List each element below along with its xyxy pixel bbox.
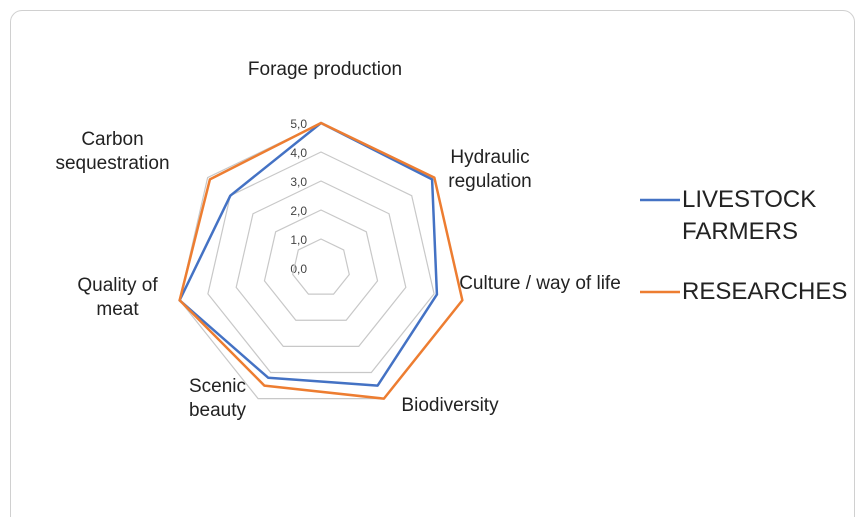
axis-label: Carbon sequestration: [55, 129, 170, 174]
legend-label: RESEARCHES: [682, 278, 848, 305]
chart-card: [10, 10, 855, 517]
grid-ring: [292, 238, 350, 295]
r-tick-label: 4,0: [290, 146, 307, 160]
grid-ring: [178, 122, 464, 400]
grid-ring: [207, 151, 435, 374]
axis-label: Quality of meat: [77, 275, 158, 320]
r-tick-label: 3,0: [290, 175, 307, 189]
r-tick-label: 5,0: [290, 117, 307, 131]
r-tick-label: 2,0: [290, 204, 307, 218]
axis-label: Biodiversity: [401, 395, 499, 416]
axis-label: Hydraulic regulation: [448, 147, 532, 192]
grid-ring: [235, 180, 407, 347]
axis-label: Scenic beauty: [188, 376, 247, 421]
axis-label: Forage production: [247, 59, 403, 80]
legend-label: LIVESTOCK FARMERS: [682, 186, 817, 245]
series-line: [178, 121, 464, 400]
series-line: [178, 121, 439, 387]
r-tick-label: 1,0: [290, 233, 307, 247]
grid-ring: [263, 209, 379, 321]
axis-label: Culture / way of life: [459, 273, 621, 294]
